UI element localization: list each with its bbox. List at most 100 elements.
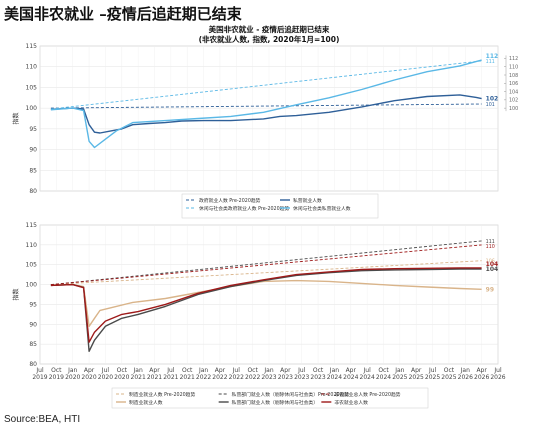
x-tick-label: 2020 bbox=[114, 374, 129, 381]
x-tick-label: Oct bbox=[313, 367, 324, 374]
x-tick-label: Jul bbox=[35, 367, 44, 374]
series-end-label: 110 bbox=[486, 244, 495, 250]
series-line bbox=[50, 267, 482, 343]
x-tick-label: Apr bbox=[476, 367, 487, 374]
x-tick-label: Apr bbox=[280, 367, 291, 374]
series-line bbox=[50, 279, 482, 327]
x-tick-label: 2026 bbox=[474, 374, 489, 381]
x-tick-label: 2020 bbox=[65, 374, 80, 381]
page-title: 美国非农就业 –疫情后追赶期已结束 bbox=[4, 5, 242, 23]
x-tick-label: Jul bbox=[363, 367, 372, 374]
y-tick-label: 110 bbox=[26, 64, 38, 71]
x-tick-label: 2023 bbox=[278, 374, 293, 381]
y-tick-label: 85 bbox=[29, 341, 37, 348]
x-tick-label: 2019 bbox=[32, 374, 47, 381]
x-tick-label: Jan bbox=[263, 367, 273, 374]
y-axis-label: 指数 bbox=[12, 112, 20, 124]
x-tick-label: Jul bbox=[297, 367, 306, 374]
x-tick-label: Oct bbox=[378, 367, 389, 374]
legend-box bbox=[181, 193, 379, 219]
legend-label: 制造业就业人数 Pre-2020趋势 bbox=[129, 391, 195, 398]
series-end-label: 102 bbox=[486, 96, 499, 103]
right-axis-tick-label: 110 bbox=[509, 65, 518, 71]
x-tick-label: 2026 bbox=[490, 374, 505, 381]
x-tick-label: Jan bbox=[394, 367, 404, 374]
x-tick-label: 2020 bbox=[81, 374, 96, 381]
y-tick-label: 80 bbox=[29, 188, 37, 195]
x-tick-label: 2025 bbox=[409, 374, 424, 381]
series-line bbox=[50, 260, 482, 286]
right-axis-tick-label: 108 bbox=[509, 73, 518, 79]
x-tick-label: Jan bbox=[198, 367, 208, 374]
legend-label: 私营就业人数 bbox=[293, 197, 322, 204]
chart-subtitle: (非农就业人数, 指数, 2020年1月=100) bbox=[199, 34, 340, 44]
series-end-label: 104 bbox=[486, 261, 499, 268]
series-line bbox=[50, 94, 482, 134]
x-tick-label: 2023 bbox=[310, 374, 325, 381]
series-end-label: 111 bbox=[486, 59, 495, 65]
right-axis-tick-label: 104 bbox=[509, 89, 518, 95]
x-tick-label: 2021 bbox=[163, 374, 178, 381]
source-note: Source:BEA, HTI bbox=[4, 414, 81, 425]
x-tick-label: Jan bbox=[67, 367, 77, 374]
y-tick-label: 95 bbox=[29, 301, 37, 308]
x-tick-label: 2024 bbox=[327, 374, 342, 381]
series-line bbox=[50, 240, 482, 286]
series-line bbox=[50, 268, 482, 352]
series-end-label: 104 bbox=[486, 266, 499, 273]
x-tick-label: Apr bbox=[215, 367, 226, 374]
legend-label: 政府就业人数 Pre-2020趋势 bbox=[199, 197, 261, 204]
x-tick-label: 2025 bbox=[441, 374, 456, 381]
series-end-label: 99 bbox=[486, 286, 494, 293]
right-axis-tick-label: 112 bbox=[509, 56, 518, 62]
x-tick-label: Apr bbox=[149, 367, 160, 374]
legend-label: 非农就业总人数 bbox=[334, 399, 368, 406]
series-line bbox=[50, 59, 482, 149]
x-tick-label: Jul bbox=[232, 367, 241, 374]
x-tick-label: Jul bbox=[493, 367, 502, 374]
y-tick-label: 85 bbox=[29, 167, 37, 174]
legend-box bbox=[111, 387, 429, 409]
x-tick-label: 2024 bbox=[376, 374, 391, 381]
x-tick-label: Apr bbox=[411, 367, 422, 374]
x-tick-label: Oct bbox=[182, 367, 193, 374]
y-tick-label: 105 bbox=[26, 262, 38, 269]
x-tick-label: 2023 bbox=[294, 374, 309, 381]
y-axis-label: 指数 bbox=[12, 288, 20, 300]
x-tick-label: Jan bbox=[460, 367, 470, 374]
x-tick-label: 2022 bbox=[245, 374, 260, 381]
x-tick-label: 2019 bbox=[49, 374, 64, 381]
legend-label: 休闲与社会类政府就业人数 Pre-2020趋势 bbox=[199, 205, 289, 212]
x-tick-label: Oct bbox=[51, 367, 62, 374]
series-line bbox=[50, 244, 482, 286]
series-end-label: 111 bbox=[486, 239, 495, 245]
chart-title: 美国非农就业 - 疫情后追赶期已结束 bbox=[209, 24, 330, 34]
x-tick-label: 2020 bbox=[98, 374, 113, 381]
x-tick-label: 2022 bbox=[229, 374, 244, 381]
x-tick-label: Jul bbox=[428, 367, 437, 374]
x-tick-label: Oct bbox=[117, 367, 128, 374]
legend-label: 私营部门就业人数（剔除休闲与社会类） bbox=[232, 399, 318, 406]
legend-label: 休闲与社会类私营就业人数 bbox=[293, 205, 351, 212]
x-tick-label: 2022 bbox=[196, 374, 211, 381]
y-tick-label: 80 bbox=[29, 361, 37, 368]
y-tick-label: 100 bbox=[26, 282, 38, 289]
series-end-label: 112 bbox=[486, 53, 499, 60]
x-tick-label: 2025 bbox=[425, 374, 440, 381]
x-tick-label: Jul bbox=[166, 367, 175, 374]
right-axis-tick-label: 100 bbox=[509, 106, 518, 112]
series-line bbox=[50, 60, 482, 110]
y-tick-label: 95 bbox=[29, 126, 37, 133]
y-tick-label: 115 bbox=[26, 43, 38, 50]
x-tick-label: Apr bbox=[346, 367, 357, 374]
x-tick-label: 2021 bbox=[131, 374, 146, 381]
y-tick-label: 115 bbox=[26, 222, 38, 229]
y-tick-label: 90 bbox=[29, 321, 37, 328]
x-tick-label: Oct bbox=[444, 367, 455, 374]
x-tick-label: 2025 bbox=[392, 374, 407, 381]
x-tick-label: 2021 bbox=[180, 374, 195, 381]
series-end-label: 101 bbox=[486, 102, 495, 108]
x-tick-label: 2021 bbox=[147, 374, 162, 381]
series-end-label: 106 bbox=[486, 259, 495, 265]
